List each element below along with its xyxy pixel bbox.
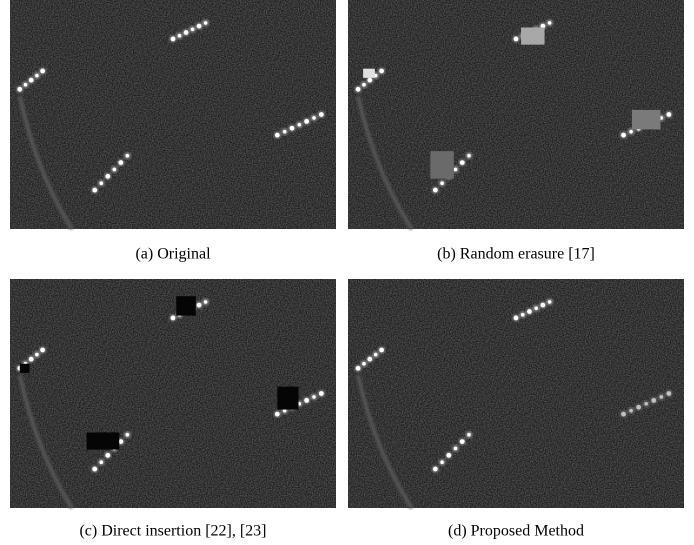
ship bbox=[367, 78, 372, 83]
image-panel bbox=[10, 279, 336, 508]
ship bbox=[521, 313, 525, 317]
ship bbox=[312, 395, 316, 399]
ship bbox=[290, 126, 295, 131]
ship bbox=[379, 69, 384, 74]
ship bbox=[298, 123, 302, 127]
patch bbox=[632, 110, 661, 129]
ship bbox=[312, 116, 316, 120]
ship bbox=[540, 303, 545, 308]
ship bbox=[548, 21, 552, 25]
patch bbox=[176, 296, 196, 315]
ship bbox=[105, 174, 110, 179]
ship bbox=[446, 453, 451, 458]
ship bbox=[379, 348, 384, 353]
ship bbox=[621, 412, 626, 417]
ship bbox=[460, 160, 465, 165]
ship bbox=[304, 398, 309, 403]
ship bbox=[275, 412, 280, 417]
ship bbox=[433, 188, 438, 193]
patch bbox=[277, 387, 298, 410]
ship bbox=[29, 78, 34, 83]
ship bbox=[283, 130, 287, 134]
ship bbox=[184, 30, 189, 35]
ship bbox=[666, 391, 671, 396]
ship bbox=[171, 37, 176, 42]
patch bbox=[20, 364, 30, 373]
ship bbox=[204, 300, 208, 304]
ship bbox=[105, 453, 110, 458]
ship bbox=[356, 87, 361, 92]
ship bbox=[514, 37, 519, 42]
speckle bbox=[348, 279, 684, 508]
ship bbox=[527, 309, 532, 314]
ship bbox=[178, 34, 182, 38]
ship bbox=[99, 460, 103, 464]
ship bbox=[275, 133, 280, 138]
ship bbox=[191, 28, 195, 32]
ship bbox=[660, 395, 664, 399]
ship bbox=[454, 168, 458, 172]
caption: (b) Random erasure [17] bbox=[437, 246, 595, 263]
ship bbox=[197, 303, 202, 308]
ship bbox=[319, 112, 324, 117]
ship bbox=[92, 188, 97, 193]
ship bbox=[467, 154, 471, 158]
ship bbox=[40, 69, 45, 74]
ship bbox=[118, 160, 123, 165]
ship bbox=[367, 357, 372, 362]
ship bbox=[460, 439, 465, 444]
ship bbox=[40, 348, 45, 353]
ship bbox=[454, 447, 458, 451]
ship bbox=[651, 398, 656, 403]
ship bbox=[35, 353, 39, 357]
patch bbox=[430, 151, 454, 178]
ship bbox=[629, 409, 633, 413]
ship bbox=[356, 366, 361, 371]
image-panel bbox=[348, 279, 684, 508]
ship bbox=[534, 307, 538, 311]
ship bbox=[29, 357, 34, 362]
speckle bbox=[10, 0, 336, 229]
patch bbox=[521, 27, 545, 44]
ship bbox=[113, 168, 117, 172]
ship bbox=[171, 316, 176, 321]
ship bbox=[35, 74, 39, 78]
ship bbox=[629, 130, 633, 134]
ship bbox=[24, 83, 28, 87]
ship bbox=[126, 154, 130, 158]
ship bbox=[514, 316, 519, 321]
ship bbox=[440, 460, 444, 464]
image-panel bbox=[10, 0, 336, 229]
ship bbox=[636, 405, 641, 410]
ship bbox=[197, 24, 202, 29]
ship bbox=[440, 181, 444, 185]
ship bbox=[362, 83, 366, 87]
ship bbox=[204, 21, 208, 25]
ship bbox=[374, 353, 378, 357]
page: {"figure": {"panels": [ {"caption": "(a)… bbox=[0, 0, 694, 545]
figure: (a) Original (b) Random erasure [17] (c) D… bbox=[0, 0, 694, 545]
ship bbox=[92, 467, 97, 472]
caption: (c) Direct insertion [22], [23] bbox=[79, 523, 266, 540]
caption: (a) Original bbox=[135, 246, 211, 263]
patch bbox=[87, 432, 120, 449]
patch bbox=[363, 69, 375, 78]
ship bbox=[644, 402, 648, 406]
ship bbox=[99, 181, 103, 185]
ship bbox=[621, 133, 626, 138]
ship bbox=[319, 391, 324, 396]
ship bbox=[548, 300, 552, 304]
ship bbox=[304, 119, 309, 124]
image-panel bbox=[348, 0, 684, 229]
ship bbox=[666, 112, 671, 117]
ship bbox=[433, 467, 438, 472]
ship bbox=[467, 433, 471, 437]
ship bbox=[362, 362, 366, 366]
ship bbox=[126, 433, 130, 437]
caption: (d) Proposed Method bbox=[448, 523, 584, 540]
ship bbox=[17, 87, 22, 92]
